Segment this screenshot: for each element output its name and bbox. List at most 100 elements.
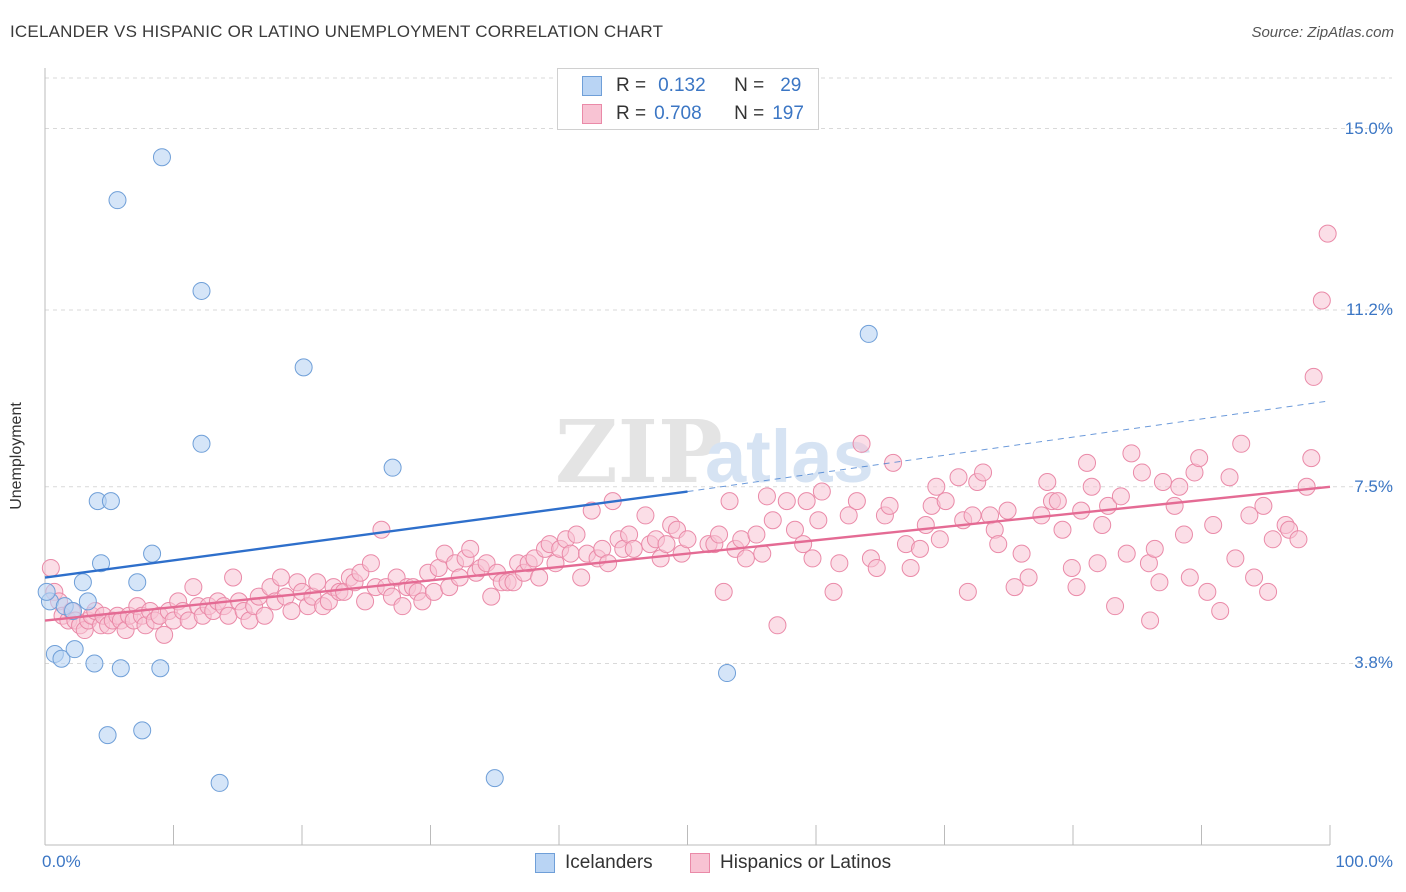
x-tick-min: 0.0% (42, 852, 81, 871)
data-point-hispanics (768, 616, 787, 635)
data-point-hispanics (747, 525, 766, 544)
watermark-zip: ZIP (555, 402, 723, 503)
data-point-hispanics (803, 549, 822, 568)
data-point-icelanders (78, 592, 97, 611)
data-point-icelanders (111, 659, 130, 678)
trend-line-hispanics (44, 485, 1331, 622)
data-point-hispanics (271, 568, 290, 587)
correlation-legend: R = 0.132 N = 29 R = 0.708 N = 197 (557, 68, 819, 130)
data-point-hispanics (974, 463, 993, 482)
data-point-icelanders (108, 191, 127, 210)
legend-row-hispanics: R = 0.708 N = 197 (582, 101, 804, 127)
data-point-hispanics (41, 558, 60, 577)
data-point-hispanics (1078, 453, 1097, 472)
data-point-hispanics (1088, 554, 1107, 573)
data-point-hispanics (1067, 578, 1086, 597)
r-label: R = (616, 75, 647, 96)
data-point-hispanics (880, 496, 899, 515)
legend-swatch-pink (582, 104, 602, 124)
data-point-hispanics (1302, 449, 1321, 468)
data-point-hispanics (657, 535, 676, 554)
data-point-hispanics (963, 506, 982, 525)
data-point-icelanders (383, 458, 402, 477)
data-point-hispanics (1174, 525, 1193, 544)
data-point-hispanics (1093, 515, 1112, 534)
data-point-icelanders (294, 358, 313, 377)
legend-item-icelanders[interactable]: Icelanders (535, 852, 653, 874)
data-point-icelanders (128, 573, 147, 592)
data-point-hispanics (356, 592, 375, 611)
data-point-hispanics (1053, 520, 1072, 539)
data-point-icelanders (485, 769, 504, 788)
n-value: 29 (780, 75, 802, 96)
y-tick-label: 11.2% (1346, 300, 1393, 320)
data-point-hispanics (1038, 472, 1057, 491)
data-point-hispanics (998, 501, 1017, 520)
legend-item-hispanics[interactable]: Hispanics or Latinos (690, 852, 891, 874)
data-point-icelanders (133, 721, 152, 740)
data-point-icelanders (210, 773, 229, 792)
data-point-hispanics (1150, 573, 1169, 592)
data-point-hispanics (1318, 224, 1337, 243)
data-point-hispanics (372, 520, 391, 539)
data-point-hispanics (1180, 568, 1199, 587)
data-point-hispanics (282, 601, 301, 620)
chart-title: ICELANDER VS HISPANIC OR LATINO UNEMPLOY… (10, 22, 664, 41)
data-point-hispanics (958, 582, 977, 601)
data-point-icelanders (192, 434, 211, 453)
data-point-icelanders (152, 148, 171, 167)
data-point-hispanics (927, 477, 946, 496)
data-point-hispanics (425, 582, 444, 601)
data-point-hispanics (1190, 449, 1209, 468)
watermark-atlas: atlas (705, 415, 874, 498)
data-point-icelanders (52, 649, 71, 668)
data-point-hispanics (714, 582, 733, 601)
axes (44, 68, 1331, 846)
data-point-hispanics (847, 492, 866, 511)
data-point-hispanics (1117, 544, 1136, 563)
data-point-hispanics (530, 568, 549, 587)
data-point-hispanics (989, 535, 1008, 554)
series-legend: Icelanders Hispanics or Latinos (0, 852, 1406, 878)
data-point-hispanics (1198, 582, 1217, 601)
data-point-hispanics (930, 530, 949, 549)
data-point-icelanders (73, 573, 92, 592)
data-point-hispanics (461, 539, 480, 558)
data-point-icelanders (92, 554, 111, 573)
data-point-hispanics (184, 578, 203, 597)
data-point-hispanics (1312, 291, 1331, 310)
data-point-hispanics (308, 573, 327, 592)
trend-line-icelanders (44, 490, 688, 579)
legend-label-icelanders: Icelanders (565, 852, 653, 873)
data-point-hispanics (824, 582, 843, 601)
legend-label-hispanics: Hispanics or Latinos (720, 852, 892, 873)
data-point-hispanics (393, 597, 412, 616)
y-tick-label: 7.5% (1354, 476, 1393, 496)
data-point-hispanics (732, 530, 751, 549)
legend-swatch-blue (535, 853, 555, 873)
data-point-hispanics (1304, 367, 1323, 386)
data-point-hispanics (1153, 472, 1172, 491)
data-point-hispanics (916, 515, 935, 534)
r-value: 0.132 (658, 75, 706, 96)
data-point-icelanders (151, 659, 170, 678)
data-point-hispanics (1259, 582, 1278, 601)
legend-swatch-pink (690, 853, 710, 873)
data-point-hispanics (910, 539, 929, 558)
data-point-hispanics (753, 544, 772, 563)
x-tick-max: 100.0% (1335, 852, 1393, 871)
r-value: 0.708 (654, 103, 702, 124)
data-point-icelanders (37, 582, 56, 601)
data-point-hispanics (582, 501, 601, 520)
data-point-icelanders (143, 544, 162, 563)
data-point-hispanics (567, 525, 586, 544)
data-point-hispanics (794, 535, 813, 554)
data-point-icelanders (718, 664, 737, 683)
data-point-icelanders (101, 492, 120, 511)
data-point-hispanics (1297, 477, 1316, 496)
data-point-hispanics (1062, 558, 1081, 577)
data-point-hispanics (636, 506, 655, 525)
data-point-hispanics (1048, 492, 1067, 511)
data-point-hispanics (1132, 463, 1151, 482)
